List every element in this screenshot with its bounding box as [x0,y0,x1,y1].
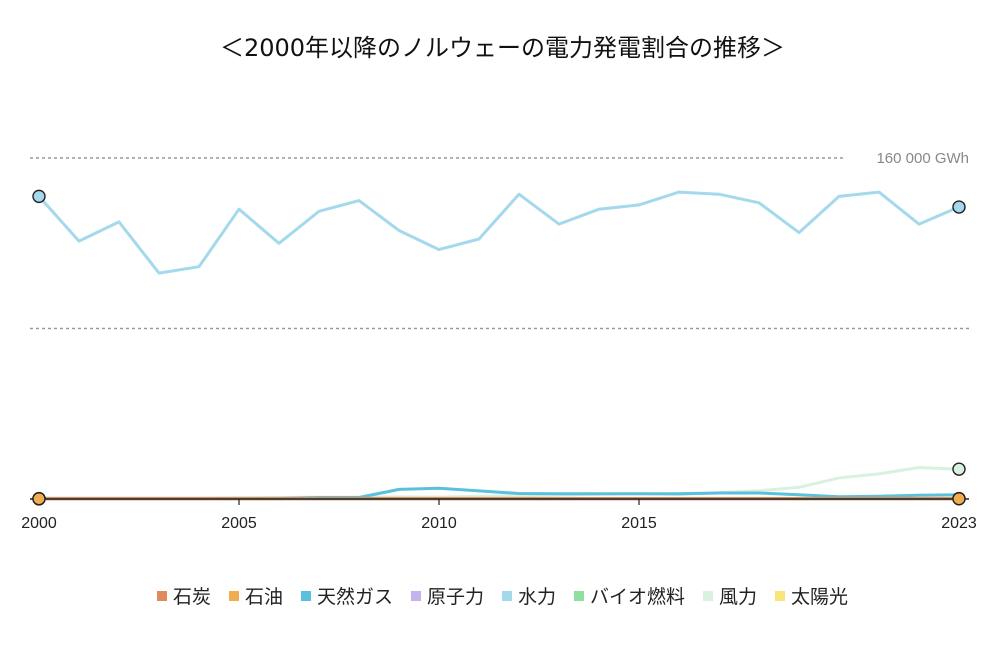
legend-label: バイオ燃料 [590,586,686,608]
legend-item: 風力 [703,582,757,609]
legend-swatch [775,590,786,601]
x-axis: 2000 2005 2010 2015 2023 [21,498,977,532]
series-lines [37,190,960,501]
legend-item: 水力 [502,582,556,609]
x-tick-label: 2023 [941,515,977,532]
legend-swatch [300,590,311,601]
legend-label: 風力 [719,586,758,608]
legend-swatch [156,590,167,601]
legend-label: 太陽光 [791,586,849,608]
series-line-6 [39,466,960,501]
chart-title: ＜2000年以降のノルウェーの電力発電割合の推移＞ [219,34,786,62]
legend-swatch [574,590,585,601]
x-tick-label: 2005 [221,515,257,532]
legend-item: 原子力 [410,582,484,609]
x-tick-label: 2000 [21,515,57,532]
legend-item: 太陽光 [775,582,848,609]
legend-item: 石油 [228,582,283,609]
legend-label: 原子力 [426,586,484,608]
data-point-marker [952,492,966,506]
x-tick-label: 2010 [421,515,457,532]
legend-item: バイオ燃料 [574,582,685,609]
legend-label: 天然ガス [316,586,393,608]
legend-item: 石炭 [156,582,211,609]
legend-label: 水力 [518,586,557,608]
legend-item: 天然ガス [300,582,393,609]
data-point-marker [32,189,46,204]
endpoint-markers [32,189,966,506]
data-point-marker [952,462,966,476]
series-line-4 [37,190,960,275]
gridlines: 160 000 GWh [30,150,969,330]
legend-swatch [228,590,239,601]
legend-label: 石油 [244,586,283,608]
legend-swatch [703,590,714,601]
gridline-label: 160 000 GWh [876,150,969,167]
x-tick-label: 2015 [621,515,657,532]
legend: 石炭 石油 天然ガス 原子力 水力 バイオ燃料 風力 太陽光 [0,582,1005,609]
data-point-marker [952,200,966,214]
legend-swatch [502,590,512,601]
legend-label: 石炭 [172,586,211,608]
legend-swatch [410,590,421,601]
data-point-marker [32,492,46,506]
